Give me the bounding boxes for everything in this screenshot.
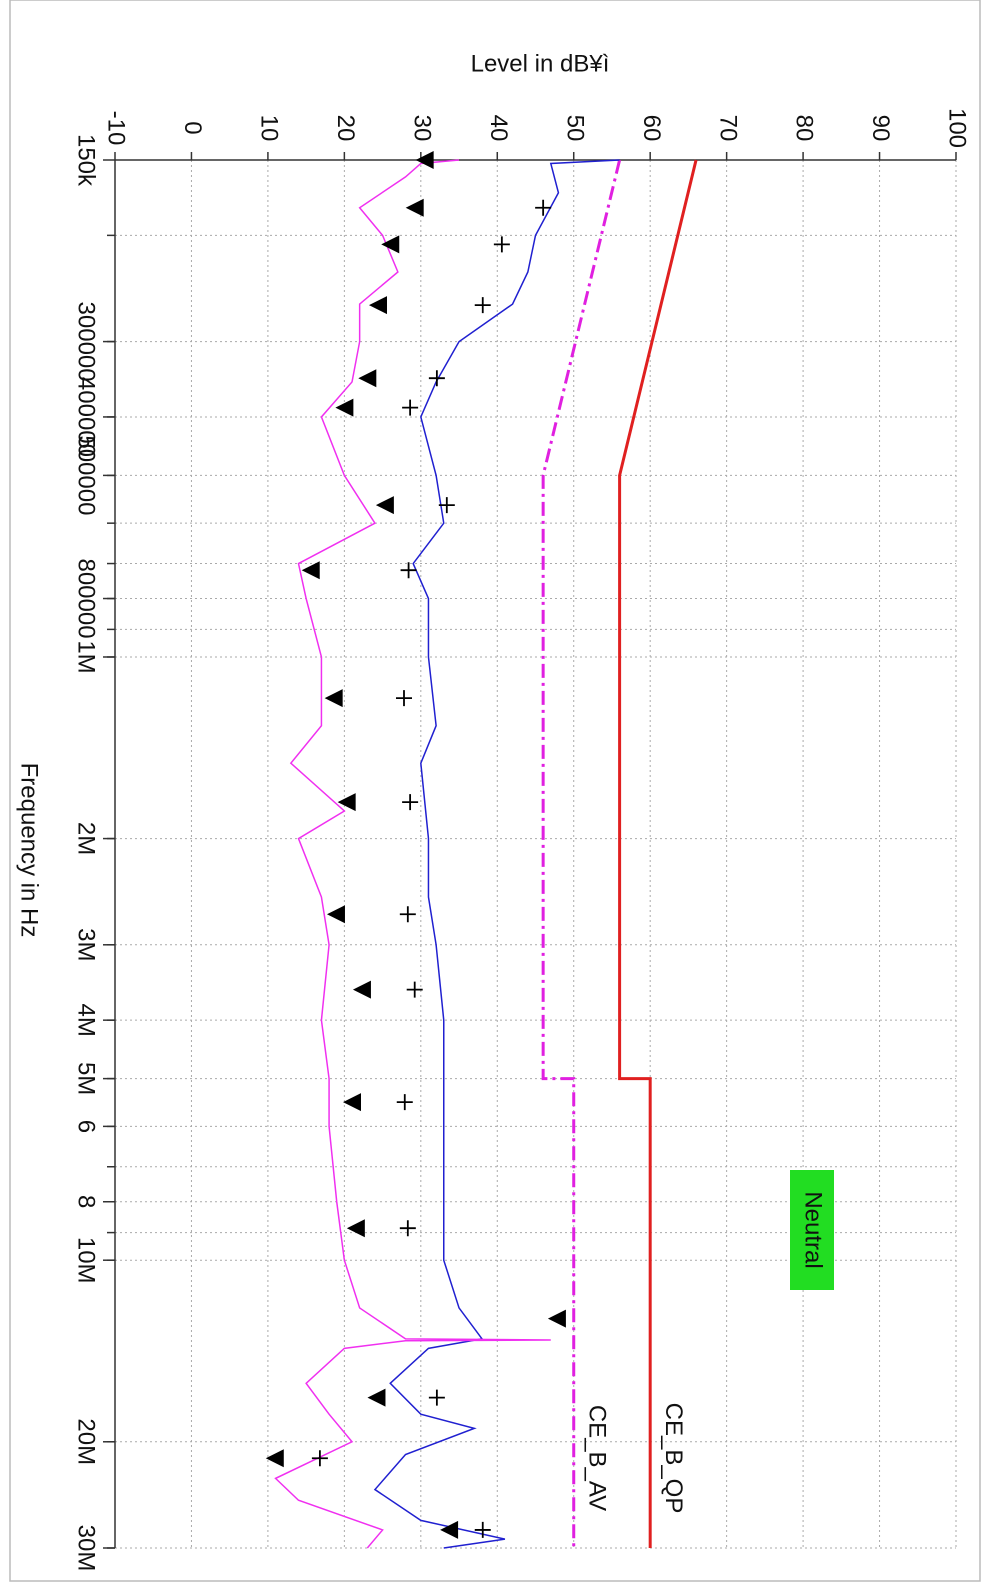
frame — [9, 0, 981, 1582]
y-tick-label: 60 — [638, 115, 665, 142]
y-tick-label: 50 — [561, 115, 588, 142]
y-tick-label: 30 — [408, 115, 435, 142]
x-tick-label: 3M — [73, 928, 100, 961]
marker-triangle — [265, 1449, 284, 1468]
x-tick-label: 30M — [73, 1525, 100, 1572]
x-tick-label: 150k — [73, 134, 100, 187]
marker-triangle — [358, 369, 377, 388]
marker-triangle — [547, 1309, 566, 1328]
y-axis-title: Level in dB¥ì — [471, 50, 610, 77]
marker-cross — [428, 1389, 445, 1406]
limit-line — [541, 159, 622, 1548]
marker-triangle — [375, 496, 394, 515]
marker-triangle — [335, 398, 354, 417]
marker-triangle — [405, 198, 424, 217]
limit-line — [618, 159, 698, 1548]
x-tick-label: 2M — [73, 822, 100, 855]
x-tick-label: 6 — [73, 1120, 100, 1133]
marker-triangle — [337, 793, 356, 812]
x-tick-label: 800000 — [73, 558, 100, 638]
marker-cross — [399, 906, 416, 923]
trace-line — [373, 159, 620, 1549]
marker-cross — [311, 1450, 328, 1467]
y-tick-label: -10 — [103, 111, 130, 146]
y-tick-label: 20 — [332, 115, 359, 142]
marker-triangle — [346, 1219, 365, 1238]
marker-triangle — [352, 980, 371, 999]
x-axis-title: Frequency in Hz — [16, 763, 43, 938]
x-tick-label: 5M — [73, 1062, 100, 1095]
x-tick-label: 4M — [73, 1003, 100, 1036]
x-tick-label: 10M — [73, 1237, 100, 1284]
trace-line — [274, 159, 551, 1549]
y-tick-label: 70 — [714, 115, 741, 142]
limit-label: CE_B_QP — [660, 1403, 687, 1514]
x-tick-label: 8 — [73, 1195, 100, 1208]
annotation-box — [790, 1170, 834, 1290]
marker-triangle — [440, 1520, 459, 1539]
marker-cross — [402, 794, 419, 811]
marker-cross — [474, 1521, 491, 1538]
marker-triangle — [367, 1388, 386, 1407]
limit-label: CE_B_AV — [583, 1405, 610, 1511]
x-tick-label: 300000 — [73, 302, 100, 382]
marker-cross — [400, 562, 417, 579]
y-tick-label: 0 — [179, 121, 206, 134]
marker-cross — [428, 370, 445, 387]
marker-triangle — [326, 905, 345, 924]
marker-triangle — [415, 151, 434, 169]
marker-cross — [399, 1220, 416, 1237]
y-tick-label: 90 — [867, 115, 894, 142]
marker-triangle — [369, 296, 388, 315]
marker-cross — [395, 690, 412, 707]
y-tick-label: 100 — [944, 108, 971, 148]
y-tick-label: 10 — [256, 115, 283, 142]
marker-cross — [396, 1094, 413, 1111]
x-tick-label: 20M — [73, 1418, 100, 1465]
marker-triangle — [324, 689, 343, 708]
marker-triangle — [381, 235, 400, 254]
marker-cross — [406, 981, 423, 998]
marker-cross — [535, 199, 552, 216]
x-tick-label: 400000 — [73, 377, 100, 457]
y-tick-label: 40 — [485, 115, 512, 142]
marker-triangle — [343, 1093, 362, 1112]
marker-cross — [438, 497, 455, 514]
marker-cross — [474, 297, 491, 314]
marker-cross — [493, 236, 510, 253]
marker-triangle — [301, 561, 320, 580]
x-tick-label: 500000 — [73, 435, 100, 515]
annotation: Neutral — [800, 1191, 827, 1268]
x-tick-label: 1M — [73, 640, 100, 673]
y-tick-label: 80 — [791, 115, 818, 142]
marker-cross — [402, 399, 419, 416]
